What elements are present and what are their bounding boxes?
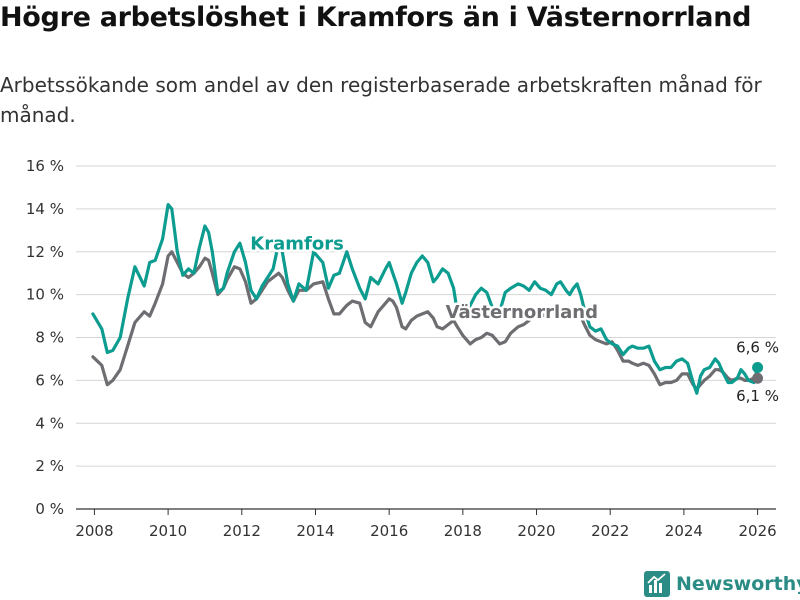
chart-subtitle: Arbetssökande som andel av den registerb…: [0, 73, 762, 127]
y-tick-label: 14 %: [26, 200, 64, 218]
y-tick-label: 0 %: [35, 500, 64, 518]
x-tick-label: 2022: [591, 522, 629, 540]
end-point-vasternorrland: [752, 372, 764, 384]
y-tick-label: 12 %: [26, 243, 64, 261]
series-label-vasternorrland: Västernorrland: [446, 302, 598, 323]
brand-name: Newsworthy: [676, 573, 800, 595]
x-tick-label: 2024: [665, 522, 703, 540]
x-tick-label: 2026: [738, 522, 776, 540]
y-tick-label: 8 %: [35, 329, 64, 347]
x-tick-label: 2010: [149, 522, 187, 540]
y-tick-label: 16 %: [26, 157, 64, 175]
series-line-kramfors: [91, 203, 760, 395]
x-tick-label: 2012: [223, 522, 261, 540]
y-tick-label: 6 %: [35, 371, 64, 389]
chart-title: Högre arbetslöshet i Kramfors än i Väste…: [0, 2, 752, 33]
x-tick-label: 2016: [370, 522, 408, 540]
x-tick-label: 2020: [517, 522, 555, 540]
end-value-label: 6,1 %: [736, 387, 779, 405]
series-label-kramfors: Kramfors: [250, 234, 344, 255]
end-point-kramfors: [752, 362, 764, 374]
y-tick-label: 4 %: [35, 414, 64, 432]
bar-chart-logo-icon: [644, 571, 670, 597]
x-tick-label: 2008: [75, 522, 113, 540]
y-tick-label: 2 %: [35, 457, 64, 475]
end-value-label: 6,6 %: [736, 339, 779, 357]
x-tick-label: 2014: [296, 522, 334, 540]
newsworthy-brand: Newsworthy: [644, 568, 800, 600]
y-tick-label: 10 %: [26, 286, 64, 304]
x-tick-label: 2018: [444, 522, 482, 540]
